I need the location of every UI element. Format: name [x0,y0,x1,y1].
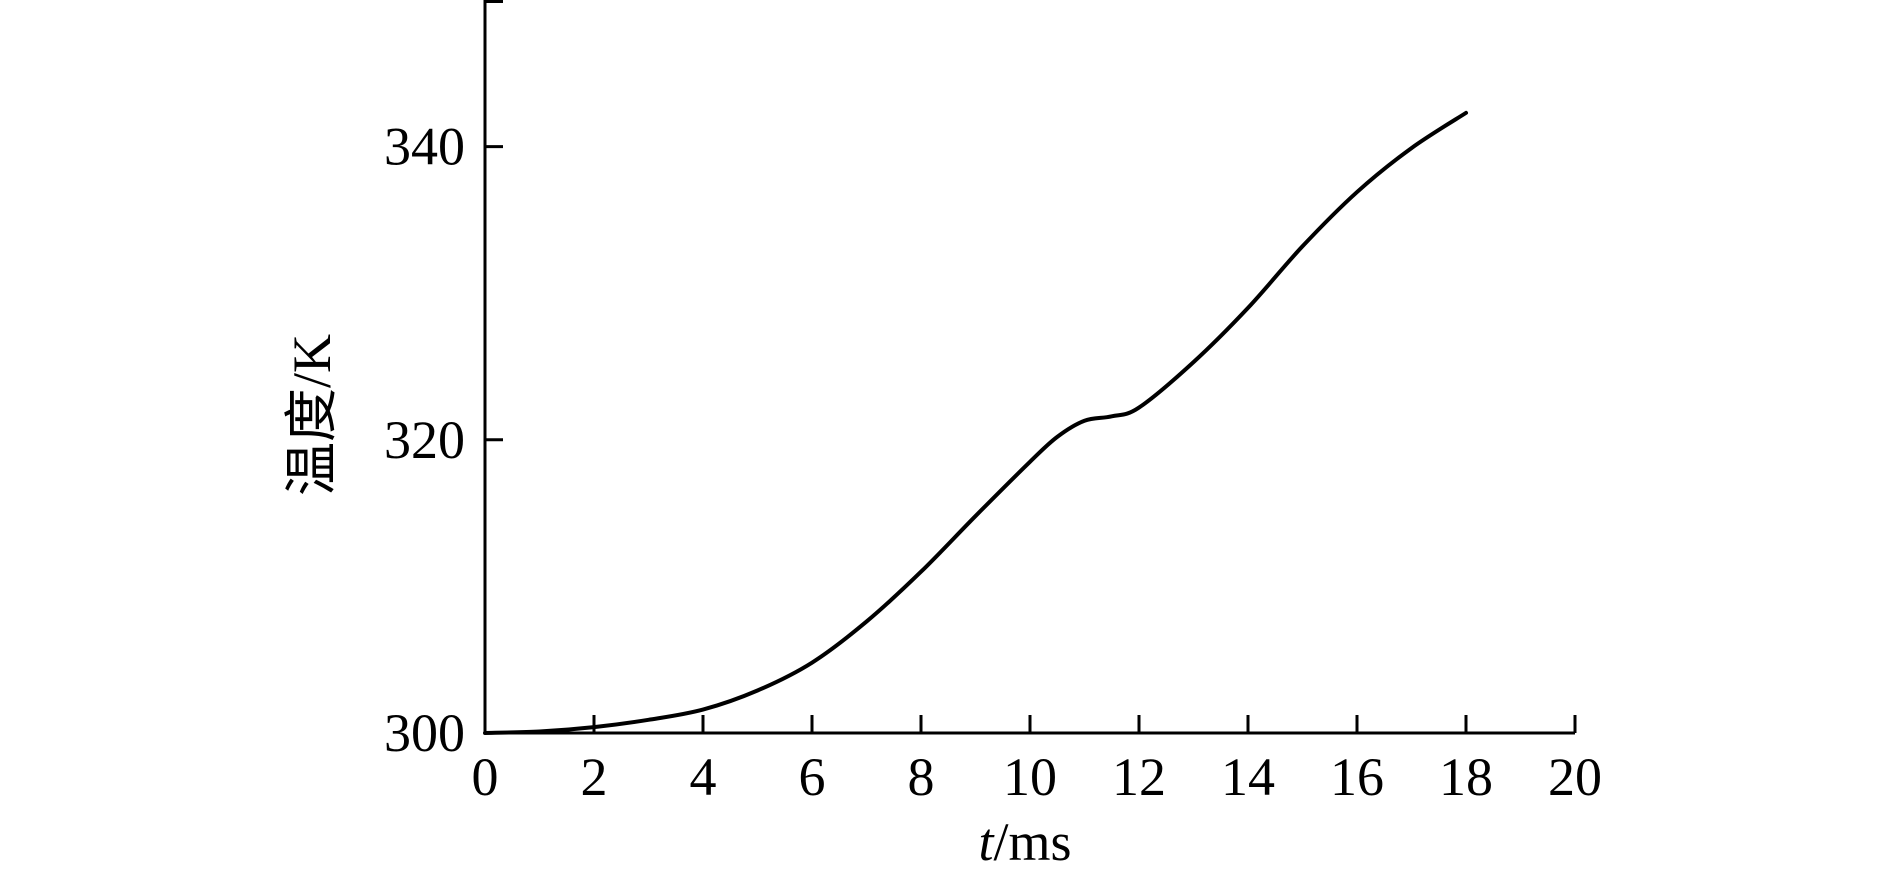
x-tick-label: 10 [1003,747,1057,807]
x-tick-label: 20 [1548,747,1602,807]
x-tick-label: 14 [1221,747,1275,807]
labels: t/ms 温度/K [282,334,1072,872]
y-tick-label: 340 [384,117,465,177]
x-tick-label: 4 [690,747,717,807]
x-axis-label-italic: t [978,812,995,872]
x-tick-label: 6 [799,747,826,807]
x-axis-label: t/ms [978,812,1071,872]
axes [483,0,1575,735]
series-line [483,110,1468,735]
x-tick-label: 16 [1330,747,1384,807]
y-tick-label: 320 [384,410,465,470]
series [483,110,1468,735]
x-tick-label: 18 [1439,747,1493,807]
y-axis-label: 温度/K [282,334,342,496]
x-tick-label: 12 [1112,747,1166,807]
x-tick-label: 2 [581,747,608,807]
y-tick-label: 300 [384,703,465,763]
x-axis-label-unit: /ms [993,812,1071,872]
x-tick-label: 0 [472,747,499,807]
x-tick-label: 8 [908,747,935,807]
ticks: 0 2 4 6 8 10 12 14 16 18 20 300 320 340 [384,117,1602,807]
